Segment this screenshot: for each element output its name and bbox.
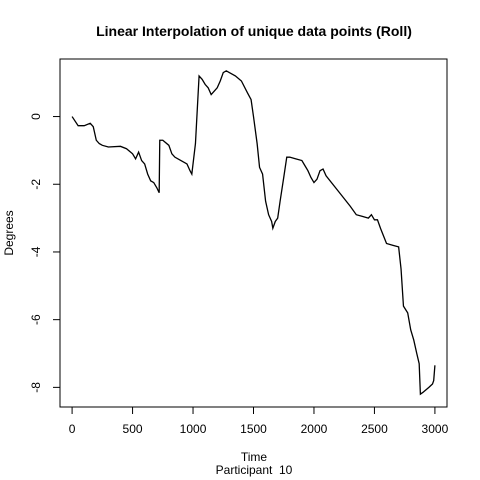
y-tick-label: -2 xyxy=(29,179,43,190)
x-tick-label: 0 xyxy=(69,422,76,436)
subtitle: Participant 10 xyxy=(216,463,293,477)
y-axis-label: Degrees xyxy=(2,210,16,255)
y-tick-label: -8 xyxy=(29,382,43,393)
x-tick-label: 1500 xyxy=(240,422,267,436)
y-tick-label: 0 xyxy=(29,113,43,120)
x-tick-label: 2000 xyxy=(301,422,328,436)
chart-title: Linear Interpolation of unique data poin… xyxy=(96,23,412,39)
x-tick-label: 2500 xyxy=(361,422,388,436)
x-tick-label: 500 xyxy=(123,422,143,436)
data-line xyxy=(71,70,436,396)
y-tick-label: -6 xyxy=(29,314,43,325)
x-tick-label: 3000 xyxy=(422,422,449,436)
x-axis-label: Time xyxy=(241,450,268,464)
y-tick-label: -4 xyxy=(29,246,43,257)
plot-frame xyxy=(59,58,448,408)
x-tick-label: 1000 xyxy=(180,422,207,436)
